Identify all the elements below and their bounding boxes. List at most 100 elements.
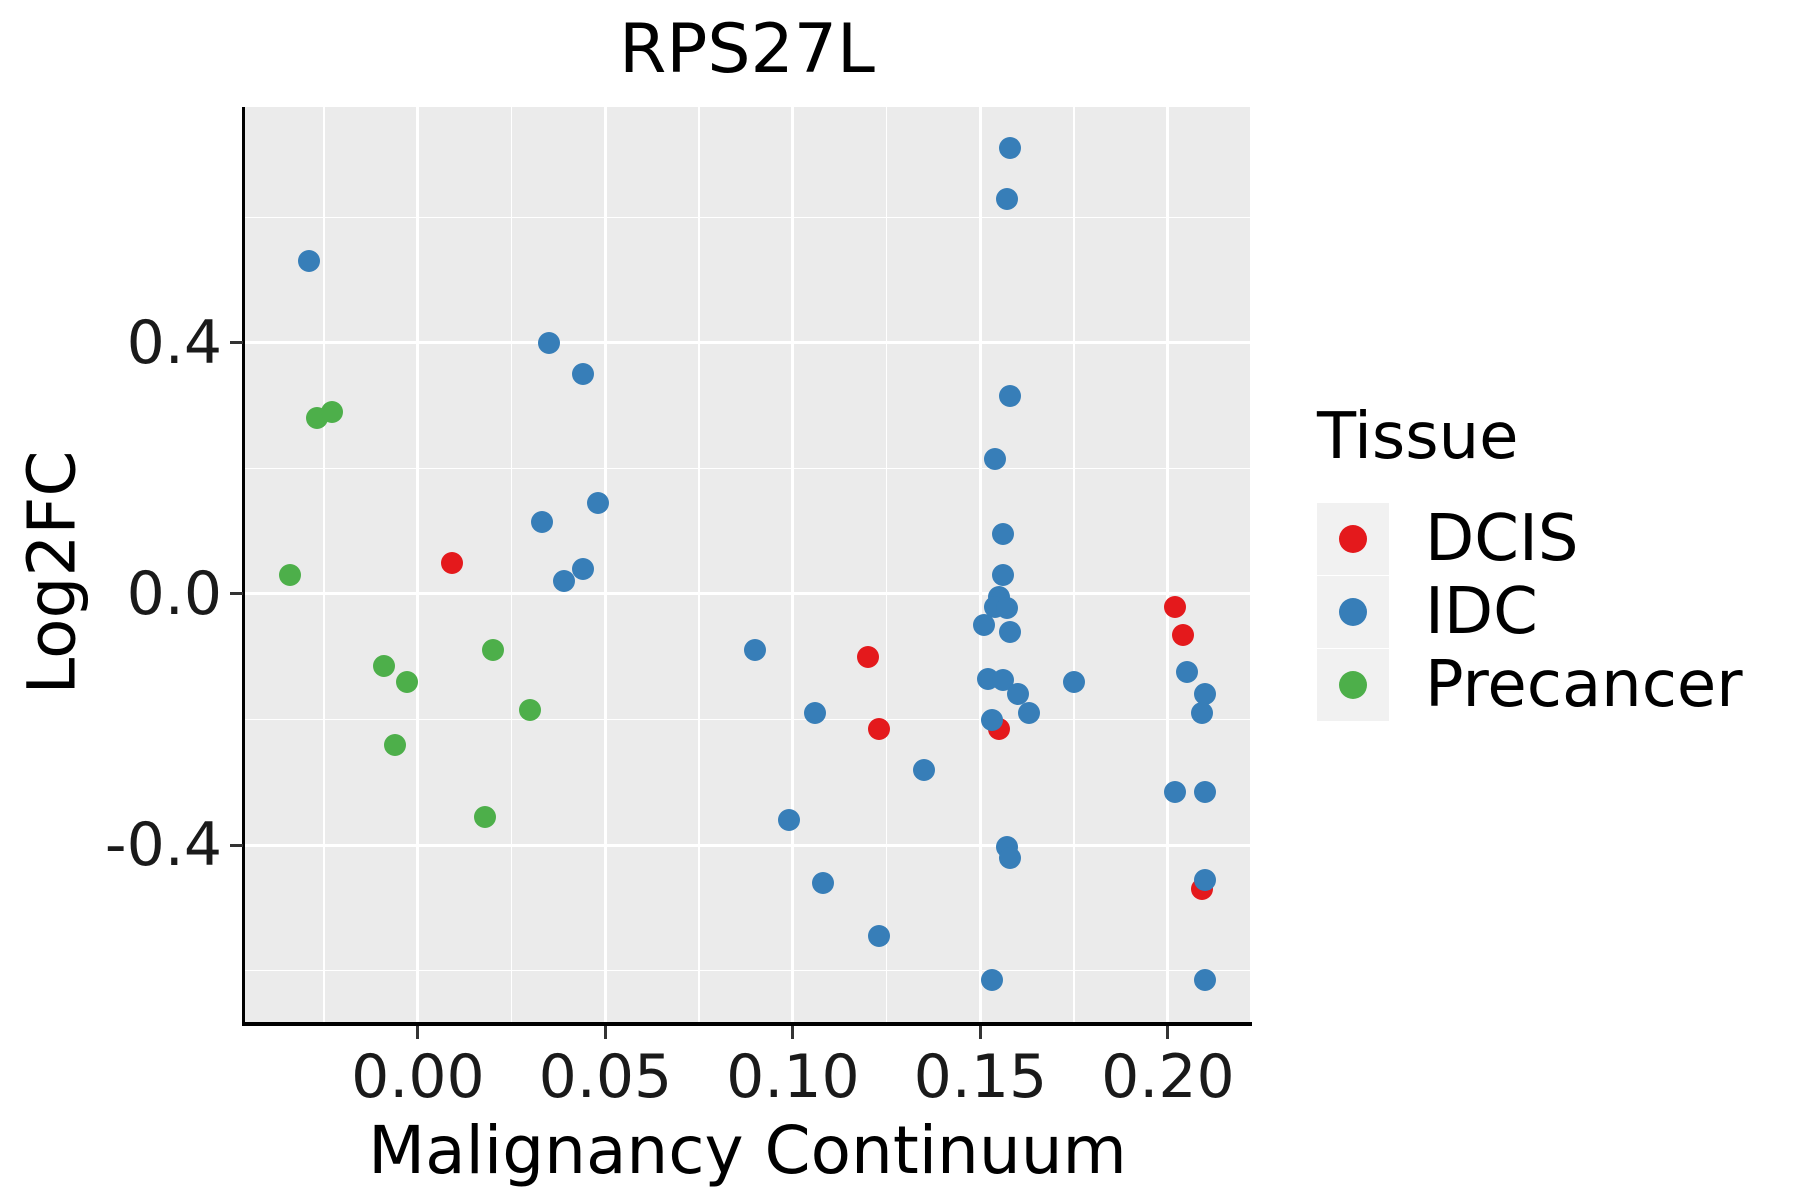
data-point: [395, 670, 418, 693]
data-point: [991, 523, 1014, 546]
x-major-gridline: [978, 107, 982, 1022]
data-point: [999, 846, 1022, 869]
x-major-gridline: [603, 107, 607, 1022]
data-point: [995, 596, 1018, 619]
data-point: [1164, 595, 1187, 618]
data-point: [999, 385, 1022, 408]
data-point: [538, 331, 561, 354]
data-point: [1194, 968, 1217, 991]
x-tick-label: 0.15: [913, 1042, 1048, 1112]
data-point: [980, 968, 1003, 991]
legend-item-precancer: Precancer: [1317, 647, 1743, 722]
plot-title: RPS27L: [619, 10, 875, 89]
legend-item-idc: IDC: [1317, 574, 1743, 649]
x-tick-mark: [978, 1026, 982, 1039]
x-tick-label: 0.20: [1101, 1042, 1235, 1112]
data-point: [373, 655, 396, 678]
y-major-gridline: [245, 843, 1250, 847]
x-tick-mark: [603, 1026, 607, 1039]
y-minor-gridline: [245, 467, 1250, 470]
data-point: [980, 708, 1003, 731]
data-point: [913, 758, 936, 781]
x-major-gridline: [1166, 107, 1170, 1022]
data-point: [1171, 623, 1194, 646]
y-tick-label: 0.4: [126, 307, 222, 378]
x-tick-label: 0.10: [726, 1042, 860, 1112]
legend-item-dcis: DCIS: [1317, 501, 1743, 576]
data-point: [279, 564, 302, 587]
data-point: [1175, 661, 1198, 684]
data-point: [571, 557, 594, 580]
data-point: [984, 448, 1007, 471]
legend-key: [1317, 575, 1389, 648]
data-point: [744, 639, 767, 662]
y-axis-title: Log2FC: [13, 450, 91, 695]
plot-panel: [245, 107, 1250, 1022]
x-tick-label: 0.00: [351, 1042, 485, 1112]
legend-label: Precancer: [1425, 647, 1743, 722]
data-point: [440, 551, 463, 574]
x-minor-gridline: [510, 107, 513, 1022]
x-minor-gridline: [885, 107, 888, 1022]
y-major-gridline: [245, 592, 1250, 596]
data-point: [1194, 868, 1217, 891]
data-point: [1006, 683, 1029, 706]
y-tick-label: -0.4: [104, 810, 222, 881]
y-minor-gridline: [245, 718, 1250, 721]
data-point: [571, 363, 594, 386]
data-point: [999, 620, 1022, 643]
x-minor-gridline: [323, 107, 325, 1022]
y-tick-label: 0.0: [126, 558, 222, 629]
data-point: [481, 639, 504, 662]
y-axis-line: [242, 107, 245, 1025]
data-point: [999, 137, 1022, 160]
data-point: [298, 250, 321, 273]
data-point: [804, 702, 827, 725]
data-point: [1018, 702, 1041, 725]
dcis-dot-icon: [1339, 524, 1367, 553]
data-point: [320, 401, 343, 423]
legend-title: Tissue: [1317, 400, 1519, 474]
y-minor-gridline: [245, 969, 1250, 972]
x-tick-mark: [1166, 1026, 1170, 1039]
data-point: [1063, 670, 1086, 693]
legend-label: DCIS: [1425, 501, 1579, 576]
data-point: [384, 733, 407, 756]
data-point: [474, 805, 497, 828]
precancer-dot-icon: [1339, 670, 1367, 699]
data-point: [1194, 780, 1217, 803]
data-point: [991, 564, 1014, 587]
y-tick-mark: [230, 843, 243, 847]
data-point: [868, 925, 891, 948]
legend: Tissue DCIS IDC Precancer: [1317, 400, 1743, 722]
data-point: [1190, 702, 1213, 725]
y-tick-mark: [230, 341, 243, 345]
legend-label: IDC: [1425, 574, 1538, 649]
x-minor-gridline: [1073, 107, 1075, 1022]
data-point: [856, 645, 879, 668]
data-point: [991, 668, 1014, 691]
x-minor-gridline: [698, 107, 700, 1022]
y-minor-gridline: [245, 216, 1250, 219]
x-axis-line: [242, 1022, 1252, 1026]
legend-key: [1317, 648, 1389, 721]
x-major-gridline: [791, 107, 795, 1022]
x-tick-label: 0.05: [538, 1042, 673, 1112]
data-point: [778, 808, 801, 831]
x-major-gridline: [416, 107, 420, 1022]
x-axis-title: Malignancy Continuum: [368, 1112, 1127, 1189]
x-tick-mark: [791, 1026, 795, 1039]
idc-dot-icon: [1339, 597, 1367, 626]
x-tick-mark: [416, 1026, 420, 1039]
data-point: [553, 570, 576, 593]
legend-key: [1317, 502, 1389, 575]
data-point: [519, 699, 542, 722]
y-major-gridline: [245, 341, 1250, 345]
data-point: [868, 717, 891, 740]
data-point: [586, 491, 609, 514]
data-point: [1194, 683, 1217, 706]
data-point: [1164, 780, 1187, 803]
data-point: [973, 614, 996, 637]
data-point: [995, 187, 1018, 210]
